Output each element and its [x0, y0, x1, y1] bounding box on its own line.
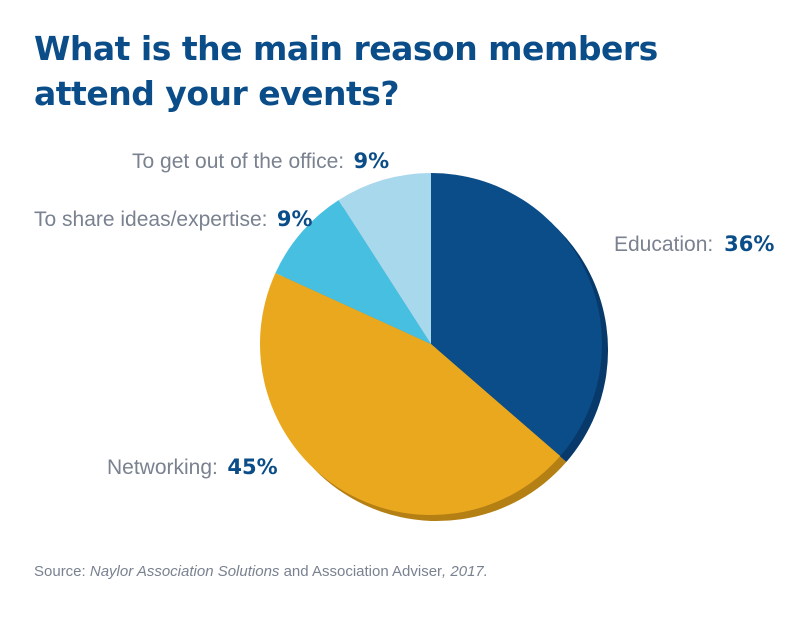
pie-slice-1: [259, 272, 561, 516]
label-share-ideas: To share ideas/expertise: 9%: [34, 207, 313, 231]
label-education-text: Education:: [614, 233, 713, 256]
label-education-value: 36%: [724, 232, 774, 256]
source-joiner: and: [279, 563, 312, 580]
source-part1: Naylor Association Solutions: [89, 563, 280, 580]
label-share-ideas-text: To share ideas/expertise:: [34, 208, 267, 231]
chart-title: What is the main reason members attend y…: [34, 29, 658, 113]
label-out-of-office: To get out of the office: 9%: [132, 149, 389, 173]
pie-slice-2: [275, 200, 431, 344]
source-note: Source: Naylor Association Solutions and…: [34, 563, 488, 580]
label-networking-value: 45%: [227, 455, 277, 479]
label-networking-text: Networking:: [107, 456, 218, 479]
label-networking: Networking: 45%: [107, 455, 278, 479]
source-prefix: Source:: [34, 563, 90, 580]
label-education: Education: 36%: [614, 232, 774, 256]
pie-slice-0: [431, 173, 602, 456]
source-part2: Association Adviser: [311, 563, 443, 580]
pie-slices: [259, 173, 602, 516]
label-out-of-office-text: To get out of the office:: [132, 150, 344, 173]
label-out-of-office-value: 9%: [354, 149, 390, 173]
source-suffix: , 2017.: [442, 563, 488, 580]
pie-slice-3: [338, 173, 431, 344]
label-share-ideas-value: 9%: [277, 207, 313, 231]
